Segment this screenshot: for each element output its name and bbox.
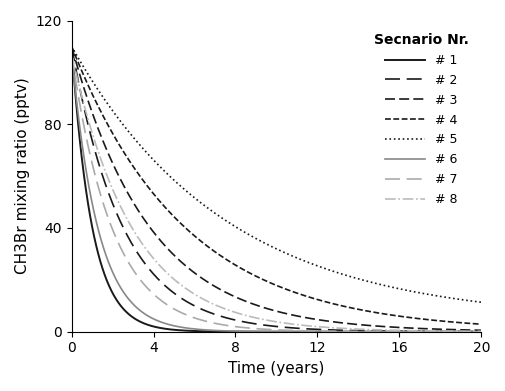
X-axis label: Time (years): Time (years) bbox=[228, 361, 325, 376]
Legend: # 1, # 2, # 3, # 4, # 5, # 6, # 7, # 8: # 1, # 2, # 3, # 4, # 5, # 6, # 7, # 8 bbox=[368, 27, 475, 212]
Y-axis label: CH3Br mixing ratio (pptv): CH3Br mixing ratio (pptv) bbox=[15, 78, 30, 274]
